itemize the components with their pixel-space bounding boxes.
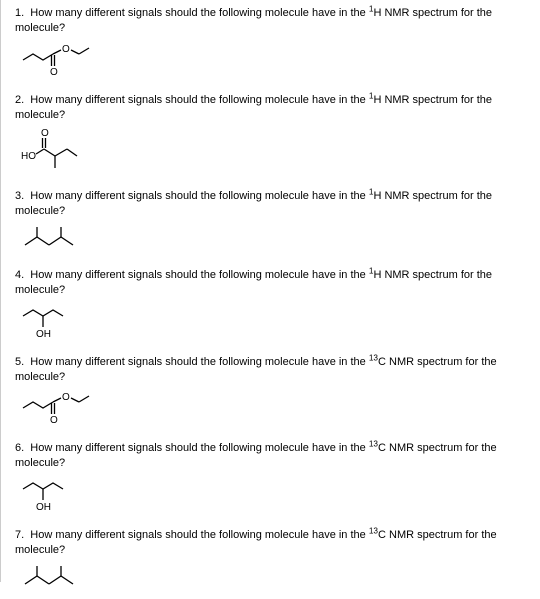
molecule-structure: O HO <box>15 122 530 181</box>
question-6: 6. How many different signals should the… <box>15 441 530 520</box>
question-text: 7. How many different signals should the… <box>15 528 530 558</box>
svg-text:O: O <box>41 128 49 139</box>
question-2: 2. How many different signals should the… <box>15 93 530 182</box>
question-text: 1. How many different signals should the… <box>15 6 530 36</box>
molecule-structure: O O <box>15 384 530 433</box>
question-text: 6. How many different signals should the… <box>15 441 530 471</box>
molecule-structure <box>15 219 530 260</box>
molecule-structure: O O <box>15 36 530 85</box>
svg-text:O: O <box>50 67 58 78</box>
svg-text:O: O <box>62 392 70 403</box>
question-1: 1. How many different signals should the… <box>15 6 530 85</box>
question-text: 2. How many different signals should the… <box>15 93 530 123</box>
molecule-structure <box>15 558 530 599</box>
question-5: 5. How many different signals should the… <box>15 355 530 434</box>
question-text: 3. How many different signals should the… <box>15 189 530 219</box>
svg-text:OH: OH <box>36 329 51 340</box>
svg-text:OH: OH <box>36 502 51 513</box>
molecule-structure: OH <box>15 298 530 347</box>
question-3: 3. How many different signals should the… <box>15 189 530 260</box>
svg-text:HO: HO <box>21 151 36 162</box>
question-text: 5. How many different signals should the… <box>15 355 530 385</box>
question-text: 4. How many different signals should the… <box>15 268 530 298</box>
question-4: 4. How many different signals should the… <box>15 268 530 347</box>
svg-text:O: O <box>50 415 58 426</box>
svg-text:O: O <box>62 44 70 55</box>
question-7: 7. How many different signals should the… <box>15 528 530 599</box>
molecule-structure: OH <box>15 471 530 520</box>
